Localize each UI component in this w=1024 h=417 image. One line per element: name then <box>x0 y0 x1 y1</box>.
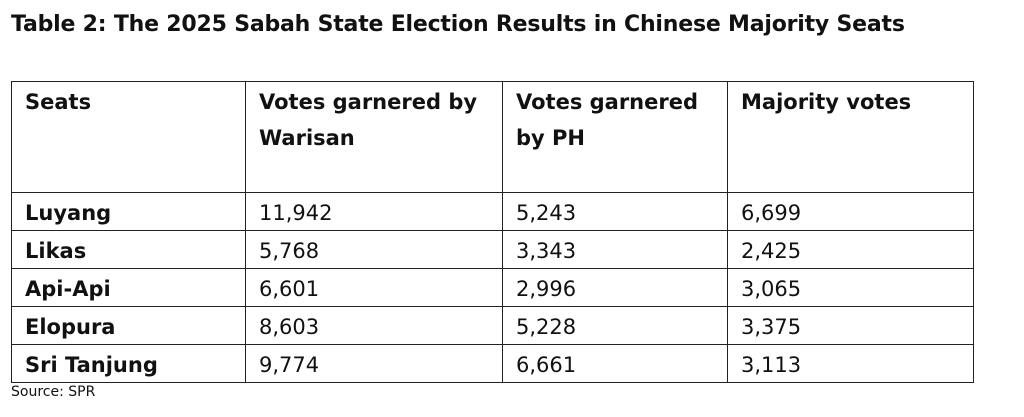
table-row: Elopura 8,603 5,228 3,375 <box>11 306 974 345</box>
table-row: Luyang 11,942 5,243 6,699 <box>11 192 974 231</box>
vote-count: 5,228 <box>502 306 728 345</box>
vote-count: 6,699 <box>727 192 974 231</box>
vote-count: 9,774 <box>245 344 503 383</box>
results-table: Seats Votes garnered by Warisan Votes garn… <box>11 81 974 383</box>
vote-count: 2,996 <box>502 268 728 307</box>
vote-count: 8,603 <box>245 306 503 345</box>
vote-count: 3,113 <box>727 344 974 383</box>
vote-count: 6,601 <box>245 268 503 307</box>
table-row: Likas 5,768 3,343 2,425 <box>11 230 974 269</box>
table-body: Luyang 11,942 5,243 6,699 Likas 5,768 3,343 2,4… <box>11 192 974 383</box>
vote-count: 2,425 <box>727 230 974 269</box>
seat-name: Sri Tanjung <box>11 344 246 383</box>
vote-count: 5,243 <box>502 192 728 231</box>
vote-count: 3,343 <box>502 230 728 269</box>
vote-count: 11,942 <box>245 192 503 231</box>
vote-count: 5,768 <box>245 230 503 269</box>
seat-name: Likas <box>11 230 246 269</box>
vote-count: 3,065 <box>727 268 974 307</box>
table-row: Sri Tanjung 9,774 6,661 3,113 <box>11 344 974 383</box>
table-title: Table 2: The 2025 Sabah State Election R… <box>11 12 905 37</box>
source-note: Source: SPR <box>11 384 96 400</box>
vote-count: 6,661 <box>502 344 728 383</box>
seat-name: Api-Api <box>11 268 246 307</box>
vote-count: 3,375 <box>727 306 974 345</box>
table-row: Api-Api 6,601 2,996 3,065 <box>11 268 974 307</box>
column-header: Seats <box>11 81 246 193</box>
column-header: Votes garnered by Warisan <box>245 81 503 193</box>
header-row: Seats Votes garnered by Warisan Votes garn… <box>11 81 974 193</box>
column-header: Majority votes <box>727 81 974 193</box>
seat-name: Elopura <box>11 306 246 345</box>
seat-name: Luyang <box>11 192 246 231</box>
column-header: Votes garnered by PH <box>502 81 728 193</box>
